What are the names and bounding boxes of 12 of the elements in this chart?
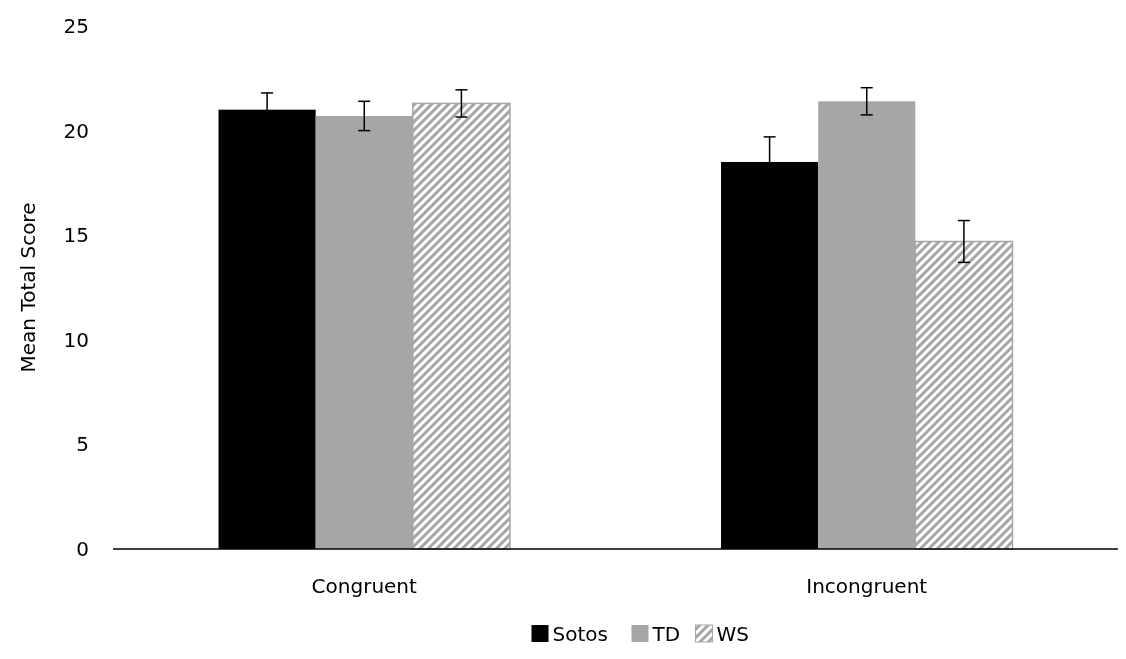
- y-tick-label: 25: [63, 14, 89, 38]
- y-axis-title: Mean Total Score: [16, 202, 40, 373]
- y-tick-label: 20: [63, 118, 89, 143]
- x-tick-label: Congruent: [311, 574, 418, 598]
- y-tick-label: 15: [63, 223, 89, 248]
- y-tick-label: 5: [76, 432, 89, 457]
- y-tick-label: 10: [63, 327, 89, 352]
- x-tick-label: Incongruent: [806, 574, 928, 598]
- legend-label: Sotos: [552, 622, 608, 646]
- y-tick-label: 0: [76, 537, 89, 561]
- legend-label: WS: [716, 622, 749, 646]
- legend-label: TD: [651, 622, 681, 646]
